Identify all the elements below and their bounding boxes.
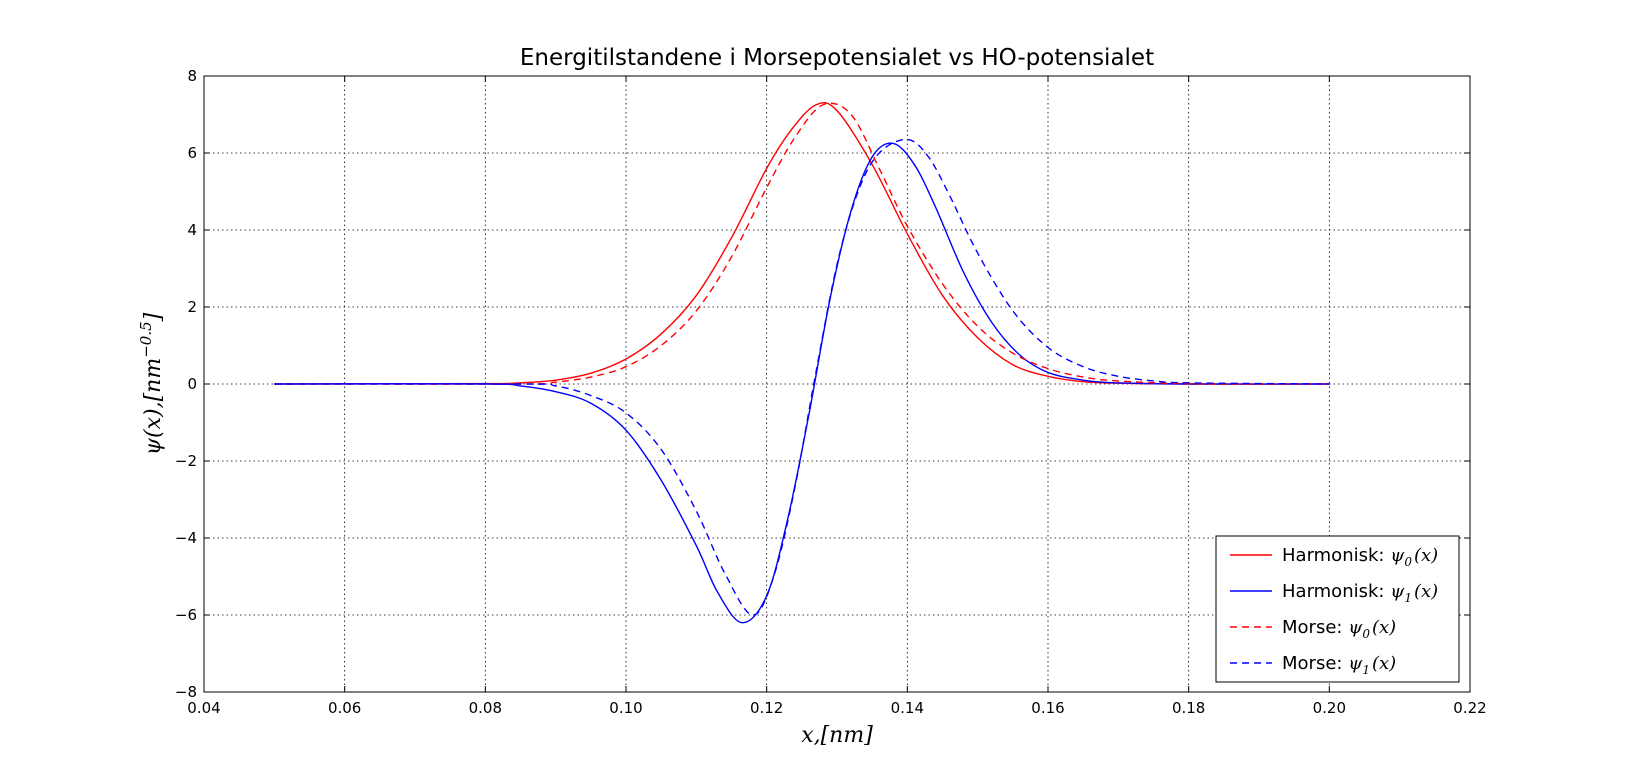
- x-tick-label: 0.22: [1453, 699, 1486, 717]
- legend: Harmonisk: ψ0 (x)Harmonisk: ψ1 (x)Morse: ψ…: [1215, 535, 1460, 683]
- y-tick-label: −8: [175, 683, 197, 701]
- y-tick-label: −2: [175, 452, 197, 470]
- legend-label-suffix: (x): [1372, 653, 1396, 674]
- legend-label-sub: 1: [1362, 663, 1370, 677]
- x-tick-label: 0.20: [1313, 699, 1346, 717]
- legend-label-prefix: Harmonisk:: [1282, 545, 1390, 566]
- plot-series: [274, 101, 1330, 624]
- legend-label-suffix: (x): [1414, 581, 1438, 602]
- legend-label-math: ψ: [1348, 617, 1363, 638]
- legend-label-sub: 0: [1362, 627, 1370, 641]
- series-line-4: [274, 138, 1330, 616]
- legend-label-sub: 1: [1404, 591, 1412, 605]
- legend-label-3: Morse: ψ0 (x): [1282, 617, 1396, 641]
- y-axis-label: ψ(x),[nm−0.5]: [137, 312, 166, 455]
- legend-label-prefix: Harmonisk:: [1282, 581, 1390, 602]
- y-tick-label: 0: [187, 375, 197, 393]
- series-line-1: [274, 101, 1330, 385]
- y-axis-label-close: ]: [141, 312, 166, 322]
- x-tick-labels: 0.04 0.06 0.08 0.10 0.12 0.14 0.16 0.18 0.20 0.22: [187, 699, 1486, 717]
- y-axis-label-exponent: −0.5: [137, 321, 155, 357]
- legend-label-1: Harmonisk: ψ0 (x): [1282, 545, 1438, 569]
- x-tick-label: 0.16: [1031, 699, 1064, 717]
- x-tick-label: 0.04: [187, 699, 220, 717]
- y-axis-label-base: ψ(x),[nm: [141, 358, 166, 455]
- x-tick-label: 0.12: [750, 699, 783, 717]
- legend-label-suffix: (x): [1414, 545, 1438, 566]
- y-tick-label: 8: [187, 67, 197, 85]
- legend-label-4: Morse: ψ1 (x): [1282, 653, 1396, 677]
- y-tick-label: 4: [187, 221, 197, 239]
- x-tick-label: 0.18: [1172, 699, 1205, 717]
- axis-ticks: [203, 75, 1471, 693]
- chart-title: Energitilstandene i Morsepotensialet vs …: [520, 45, 1154, 71]
- series-line-3: [274, 102, 1330, 385]
- y-tick-labels: −8 −6 −4 −2 0 2 4 6 8: [175, 67, 197, 701]
- legend-label-prefix: Morse:: [1282, 653, 1348, 674]
- legend-label-suffix: (x): [1372, 617, 1396, 638]
- legend-label-math: ψ: [1390, 581, 1405, 602]
- y-tick-label: 2: [187, 298, 197, 316]
- y-tick-label: −4: [175, 529, 197, 547]
- legend-label-prefix: Morse:: [1282, 617, 1348, 638]
- x-tick-label: 0.10: [609, 699, 642, 717]
- x-tick-label: 0.14: [891, 699, 924, 717]
- legend-label-math: ψ: [1390, 545, 1405, 566]
- legend-label-sub: 0: [1404, 555, 1412, 569]
- x-tick-label: 0.08: [469, 699, 502, 717]
- y-tick-label: 6: [187, 144, 197, 162]
- series-line-2: [274, 142, 1330, 624]
- x-tick-label: 0.06: [328, 699, 361, 717]
- legend-label-math: ψ: [1348, 653, 1363, 674]
- y-tick-label: −6: [175, 606, 197, 624]
- legend-box: [1215, 535, 1460, 683]
- legend-label-2: Harmonisk: ψ1 (x): [1282, 581, 1438, 605]
- x-axis-label: x,[nm]: [801, 723, 873, 748]
